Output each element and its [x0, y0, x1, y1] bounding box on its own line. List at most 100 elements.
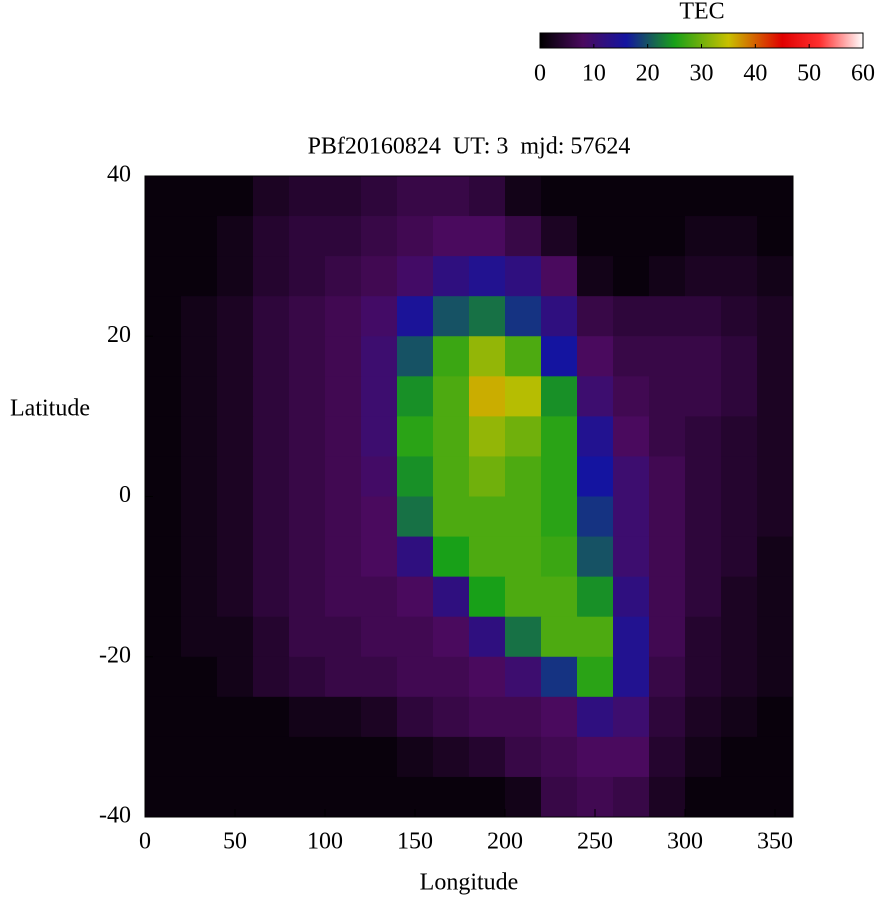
heat-cell [325, 736, 362, 778]
heat-cell [757, 256, 794, 297]
heat-cell [469, 576, 506, 618]
heat-cell [541, 256, 578, 297]
heat-cell [145, 456, 182, 497]
heat-cell [181, 296, 218, 337]
heat-cell [649, 576, 686, 618]
heat-cell [613, 736, 650, 778]
heat-cell [289, 336, 326, 377]
heat-cell [685, 496, 722, 538]
heat-cell [253, 496, 290, 538]
heat-cell [325, 576, 362, 618]
heat-cell [685, 736, 722, 778]
heat-cell [757, 176, 794, 217]
heat-cell [649, 336, 686, 377]
heat-cell [469, 736, 506, 778]
heat-cell [289, 176, 326, 217]
heat-cell [361, 536, 398, 578]
heat-cell [181, 176, 218, 217]
heat-cell [541, 536, 578, 578]
heat-cell [253, 376, 290, 417]
heat-cell [577, 416, 614, 457]
heat-cell [541, 736, 578, 778]
heat-cell [685, 576, 722, 618]
colorbar-tick-label: 60 [851, 61, 875, 87]
heat-cell [181, 616, 218, 658]
heat-cell [181, 696, 218, 738]
heat-cell [721, 616, 758, 658]
heat-cell [145, 536, 182, 578]
heat-cell [145, 416, 182, 457]
heat-cell [613, 696, 650, 738]
heat-cell [469, 536, 506, 578]
heat-cell [577, 656, 614, 698]
heat-cell [397, 336, 434, 377]
heat-cell [505, 776, 542, 818]
heat-cell [505, 256, 542, 297]
heat-cell [361, 376, 398, 417]
heat-cell [181, 456, 218, 497]
heat-cell [253, 656, 290, 698]
heat-cell [145, 176, 182, 217]
heat-cell [289, 536, 326, 578]
heat-cell [253, 176, 290, 217]
heat-cell [253, 336, 290, 377]
heat-cell [325, 616, 362, 658]
heat-cell [721, 656, 758, 698]
heat-cell [361, 776, 398, 818]
heat-cell [649, 456, 686, 497]
heat-cell [685, 656, 722, 698]
heat-cell [361, 336, 398, 377]
heat-cell [433, 216, 470, 257]
heat-cell [721, 496, 758, 538]
heat-cell [181, 376, 218, 417]
heat-cell [397, 576, 434, 618]
heat-cell [757, 416, 794, 457]
heat-cell [397, 256, 434, 297]
heat-cell [469, 256, 506, 297]
x-tick-label: 50 [223, 829, 247, 855]
heat-cell [721, 216, 758, 257]
heat-cell [613, 536, 650, 578]
x-tick-label: 0 [139, 829, 151, 855]
heat-cell [505, 656, 542, 698]
chart-title: PBf20160824 UT: 3 mjd: 57624 [308, 134, 631, 160]
heat-cell [541, 296, 578, 337]
heat-cell [361, 416, 398, 457]
heat-cell [181, 216, 218, 257]
heat-cell [145, 336, 182, 377]
heat-cell [253, 576, 290, 618]
heat-cell [325, 416, 362, 457]
heat-cell [757, 696, 794, 738]
heat-cell [685, 776, 722, 818]
heat-cell [145, 736, 182, 778]
heat-cell [325, 216, 362, 257]
heat-cell [505, 296, 542, 337]
heat-cell [145, 496, 182, 538]
heat-cell [757, 496, 794, 538]
heat-cell [469, 776, 506, 818]
heat-cell [649, 296, 686, 337]
heat-cell [397, 496, 434, 538]
heat-cell [145, 656, 182, 698]
heat-cell [397, 696, 434, 738]
heat-cell [685, 176, 722, 217]
heat-cell [541, 776, 578, 818]
heat-cell [721, 416, 758, 457]
heat-cell [757, 336, 794, 377]
heat-cell [325, 496, 362, 538]
heat-cell [613, 496, 650, 538]
heat-cell [721, 736, 758, 778]
heat-cell [433, 536, 470, 578]
heat-cell [397, 736, 434, 778]
x-tick-label: 200 [487, 829, 523, 855]
heat-cell [469, 496, 506, 538]
heat-cell [253, 416, 290, 457]
heat-cell [757, 576, 794, 618]
heat-cell [325, 176, 362, 217]
heat-cell [577, 496, 614, 538]
x-tick-label: 250 [577, 829, 613, 855]
heat-cell [433, 736, 470, 778]
heat-cell [217, 256, 254, 297]
heat-cell [361, 296, 398, 337]
heat-cell [217, 456, 254, 497]
